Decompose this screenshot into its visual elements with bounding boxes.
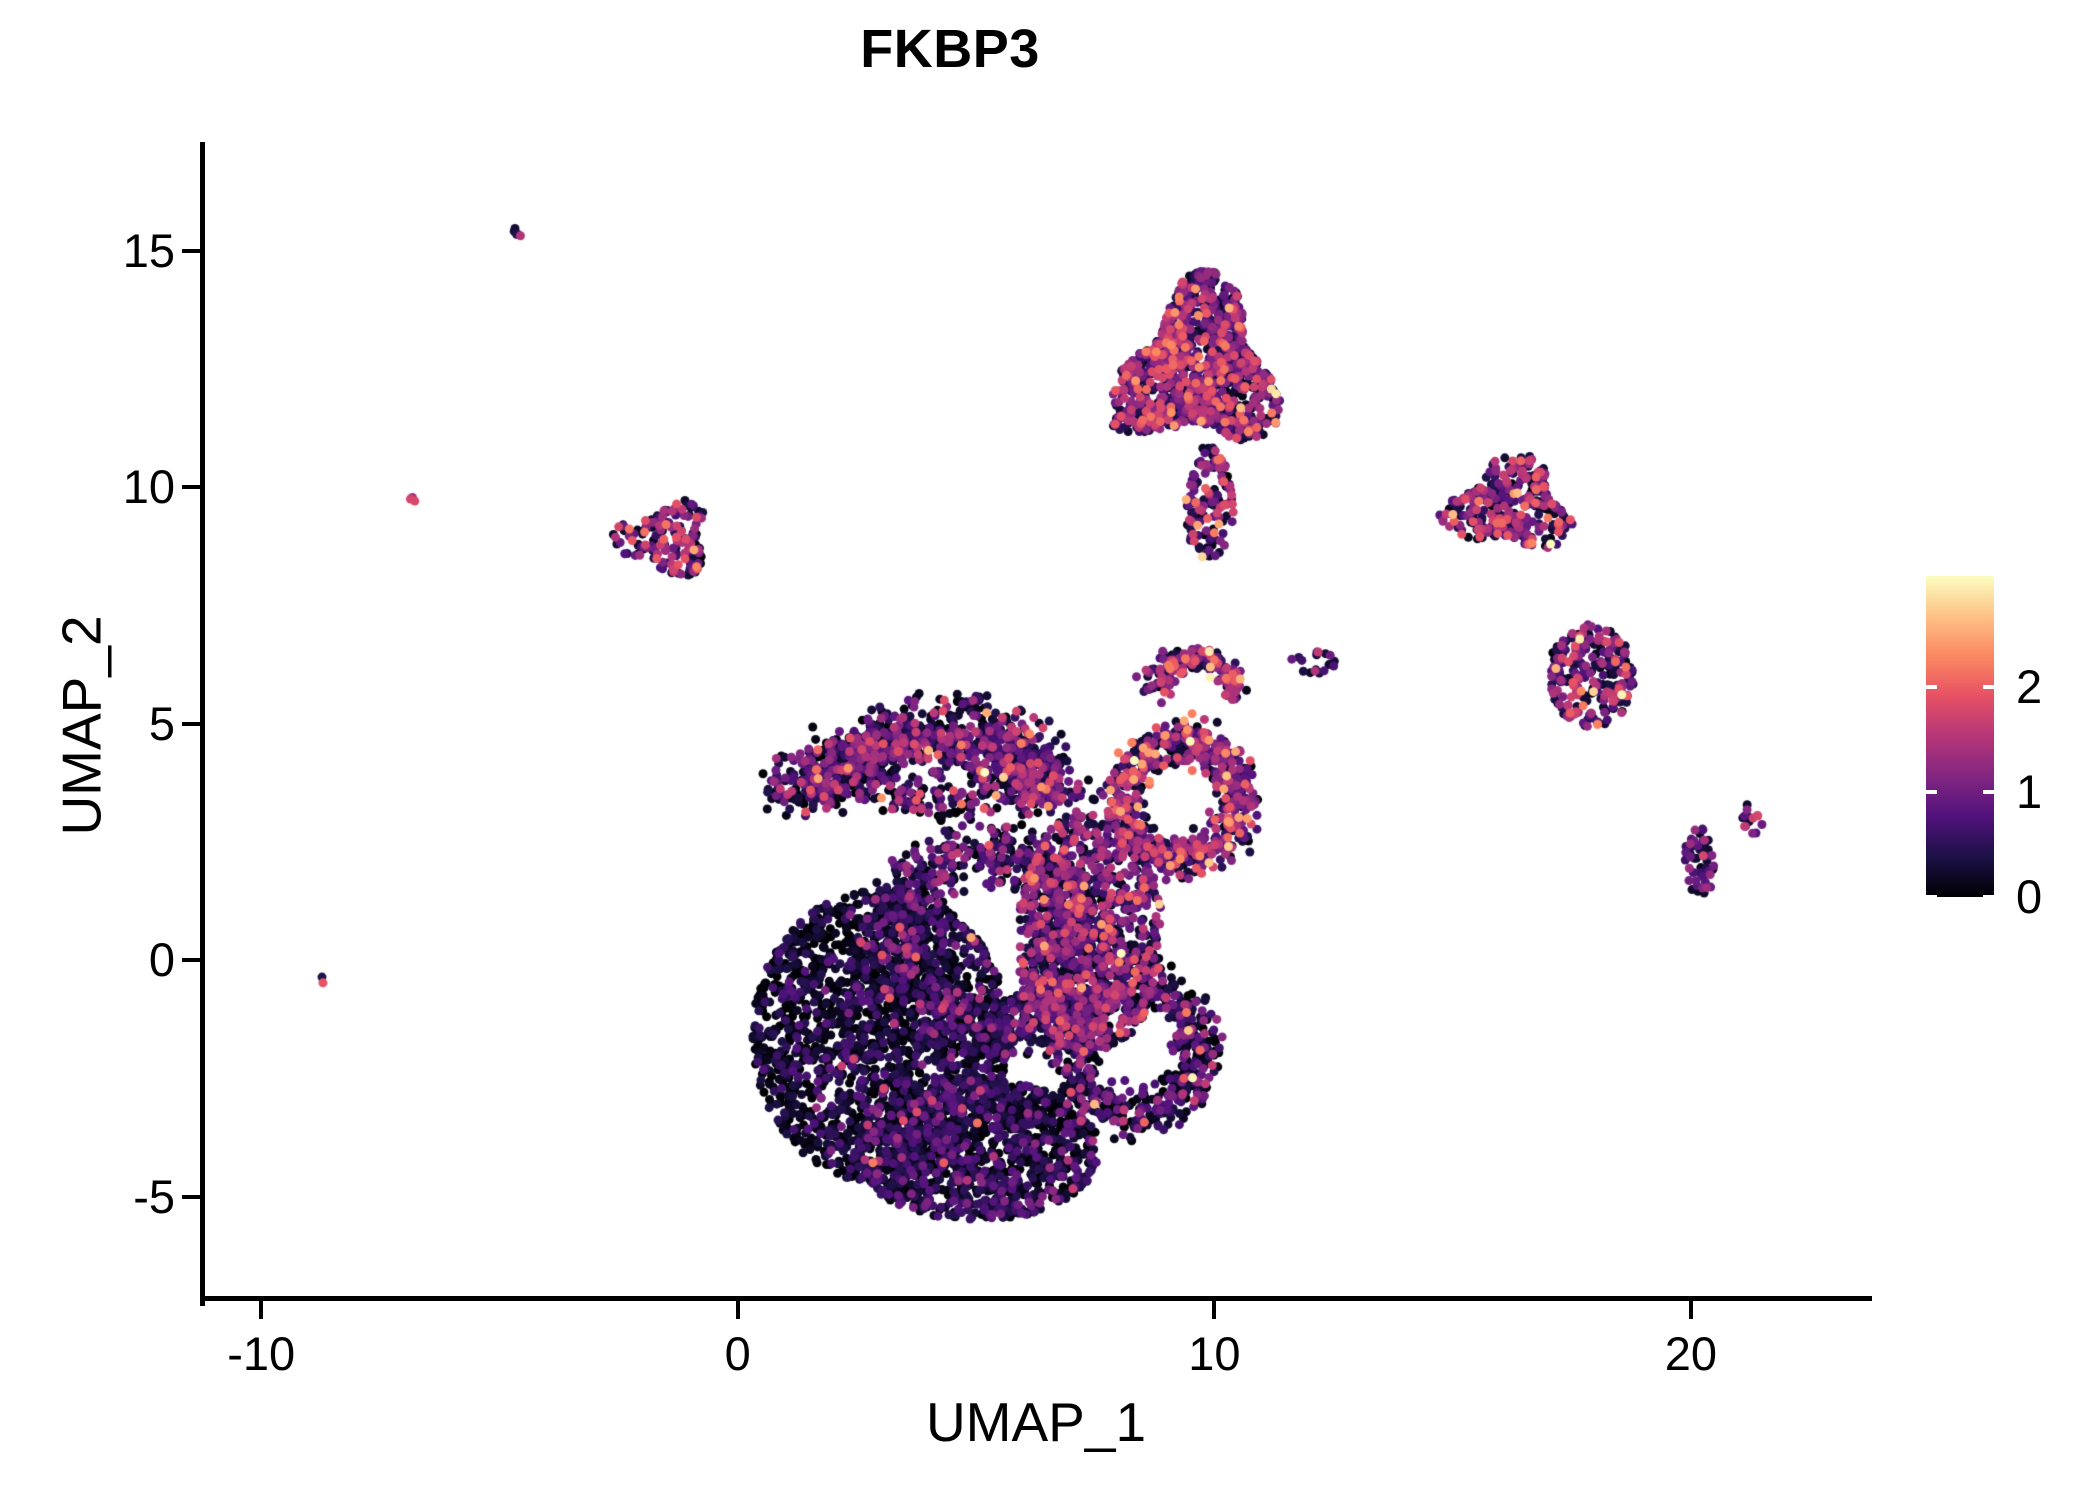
colorbar-tick-mark — [1926, 684, 1937, 689]
colorbar-tick-mark — [1926, 895, 1937, 899]
y-tick-label: 5 — [148, 696, 175, 750]
x-tick-label: 0 — [724, 1327, 751, 1380]
y-tick-mark — [182, 485, 200, 490]
colorbar-tick-mark — [1983, 789, 1994, 794]
y-tick-label: -5 — [133, 1169, 175, 1223]
y-tick-label: 10 — [122, 460, 175, 514]
y-tick-mark — [182, 958, 200, 963]
y-axis-line — [200, 142, 205, 1306]
x-tick-label: 10 — [1188, 1327, 1241, 1380]
colorbar-tick-label: 2 — [2016, 659, 2043, 713]
y-tick-mark — [182, 721, 200, 726]
y-tick-mark — [182, 1194, 200, 1199]
colorbar-tick-mark — [1983, 895, 1994, 899]
x-axis-title: UMAP_1 — [925, 1391, 1147, 1453]
x-tick-mark — [735, 1301, 740, 1319]
x-axis-line — [200, 1296, 1872, 1301]
colorbar-tick-mark — [1926, 789, 1937, 794]
x-tick-label: -10 — [227, 1327, 296, 1380]
y-axis-title: UMAP_2 — [50, 615, 113, 836]
x-tick-mark — [1688, 1301, 1693, 1319]
y-tick-label: 0 — [148, 933, 175, 987]
page-title: FKBP3 — [860, 19, 1040, 79]
y-tick-label: 15 — [122, 223, 175, 277]
colorbar-tick-label: 1 — [2016, 764, 2043, 818]
colorbar-tick-mark — [1983, 684, 1994, 689]
y-tick-mark — [182, 248, 200, 253]
scatter-canvas — [204, 142, 1872, 1301]
plot-panel — [204, 142, 1872, 1301]
colorbar-gradient — [1926, 576, 1994, 897]
x-tick-label: 20 — [1664, 1327, 1718, 1380]
x-tick-mark — [259, 1301, 264, 1319]
x-tick-mark — [1212, 1301, 1217, 1319]
colorbar-legend — [1926, 576, 1994, 897]
colorbar-tick-label: 0 — [2016, 870, 2043, 923]
